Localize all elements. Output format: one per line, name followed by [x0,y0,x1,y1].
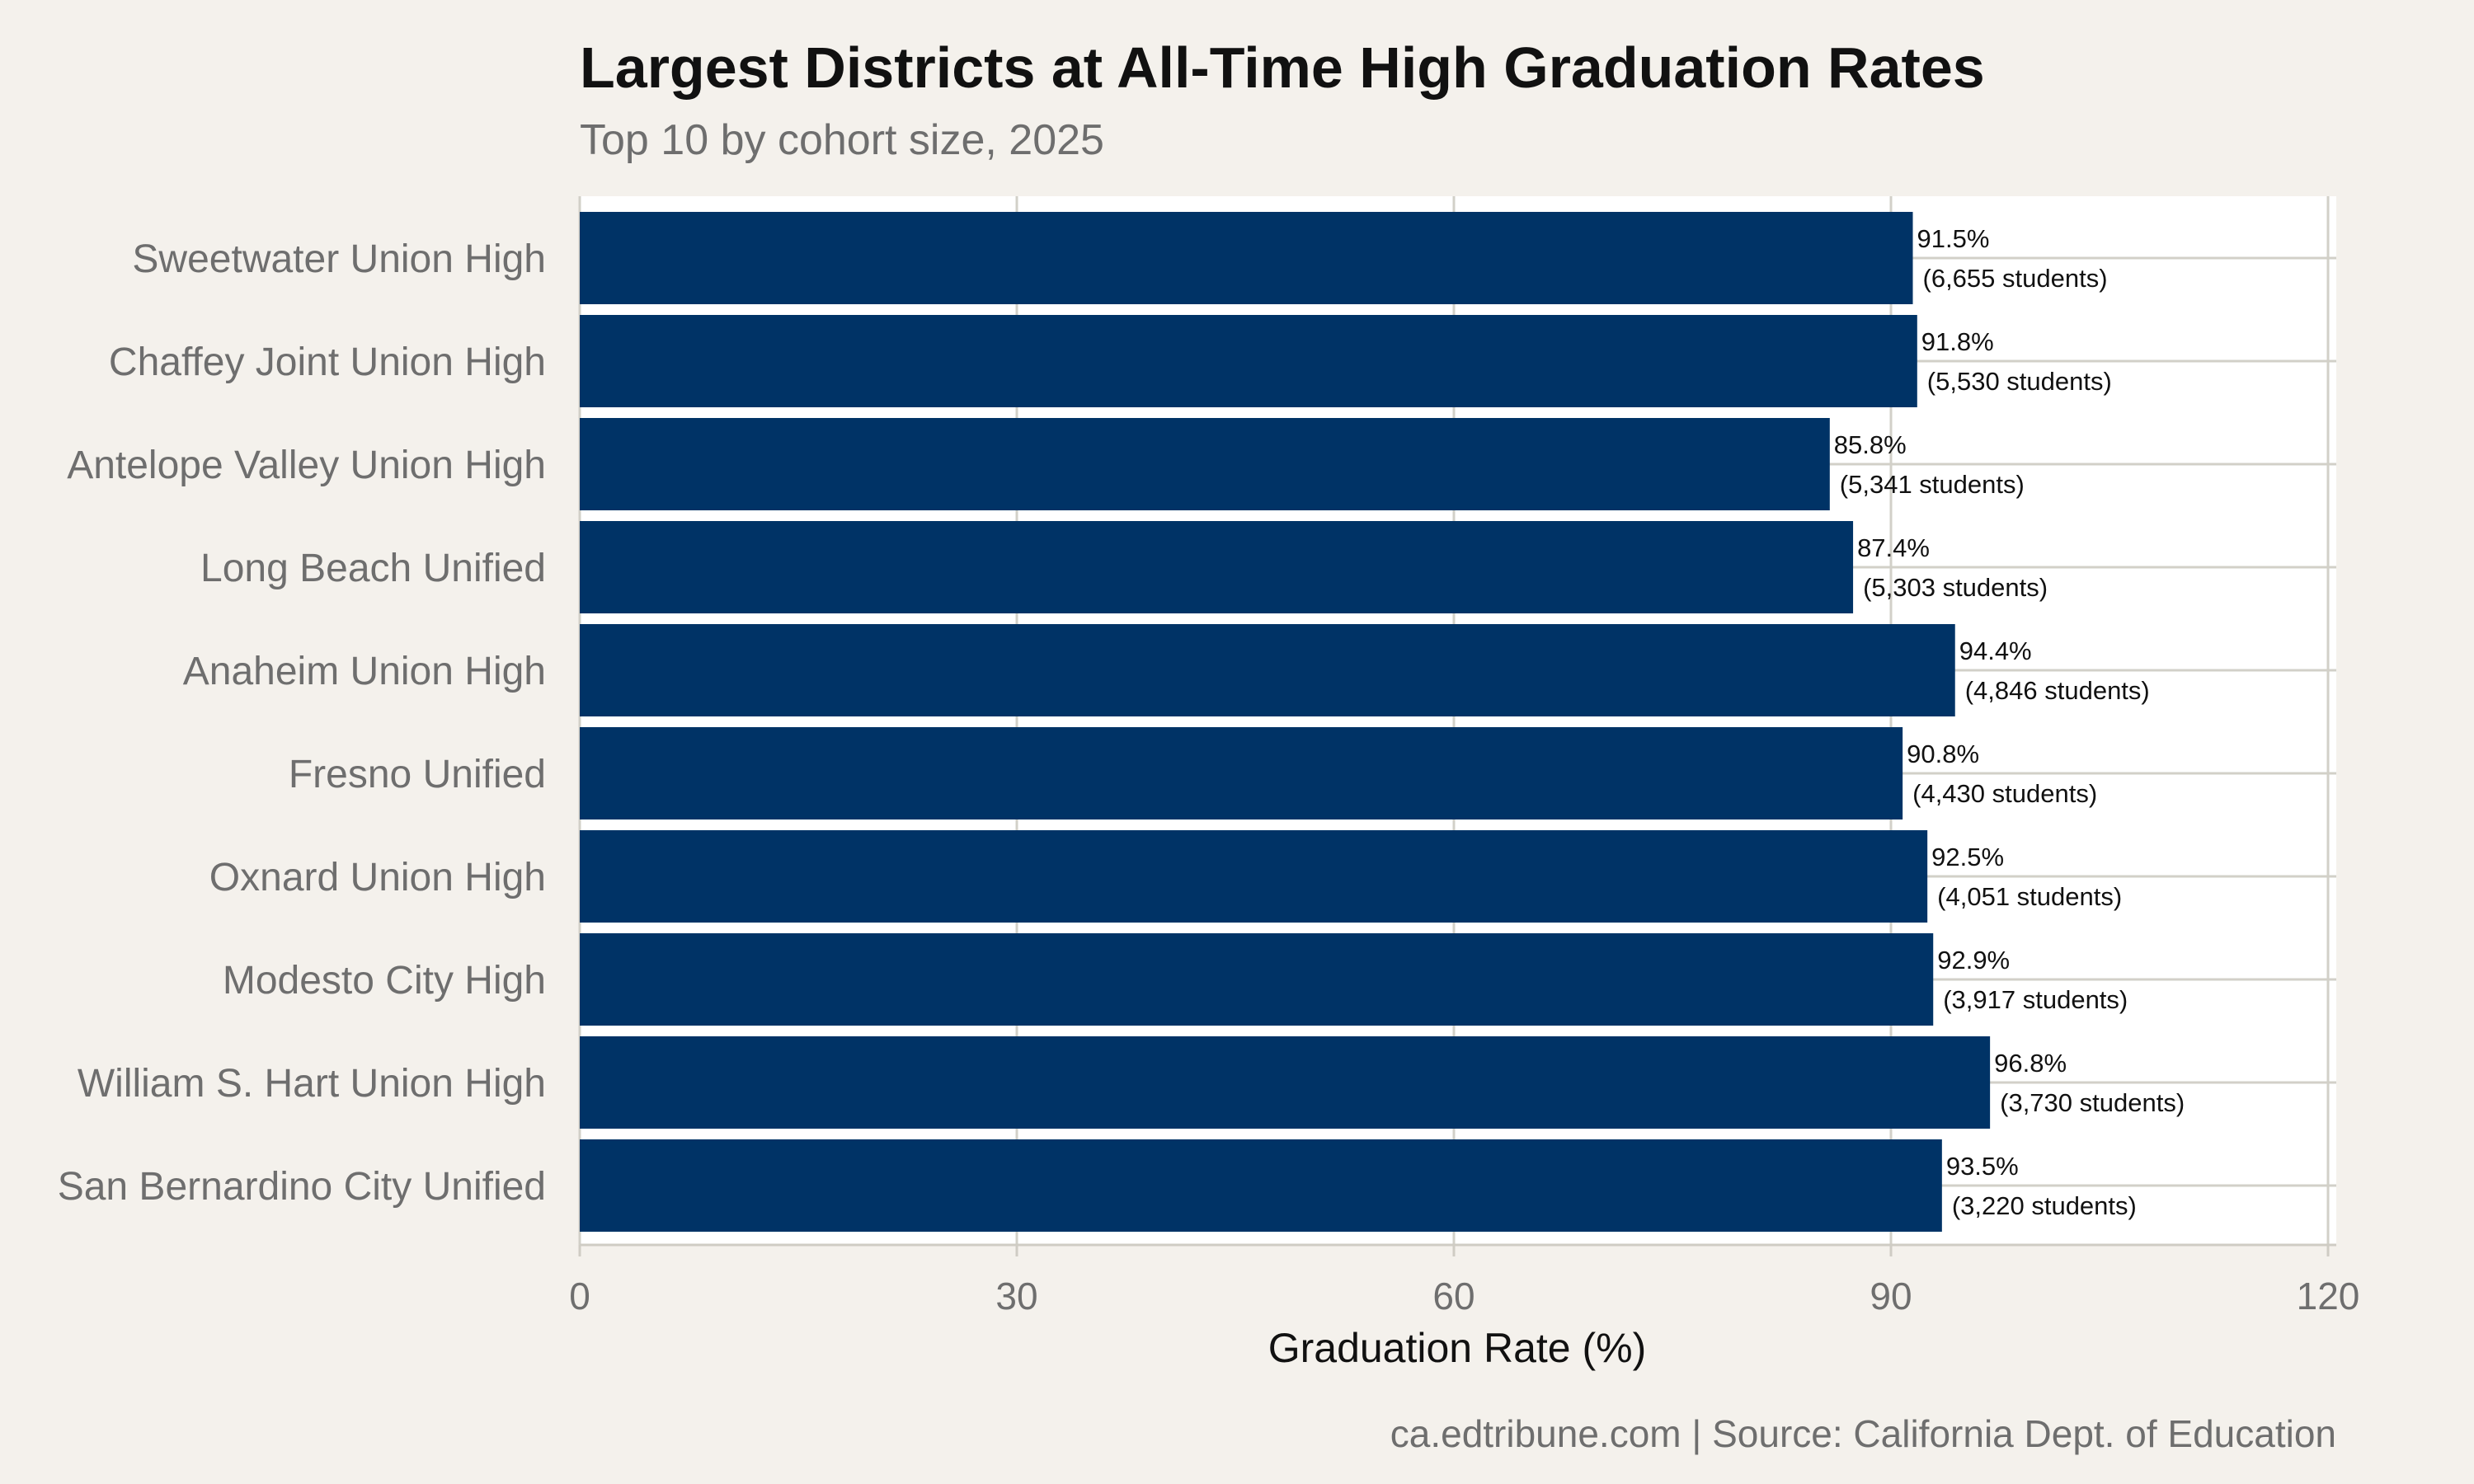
bar-9 [580,1139,1942,1232]
bar-3 [580,521,1854,613]
bar-students-label-2: (5,341 students) [1840,470,2025,499]
category-label-0: Sweetwater Union High [132,237,546,281]
x-tick-label-1: 30 [995,1275,1037,1317]
bar-students-label-1: (5,530 students) [1927,367,2112,396]
bar-students-label-7: (3,917 students) [1943,985,2128,1014]
bar-0 [580,212,1913,304]
x-tick-label-4: 120 [2297,1275,2360,1317]
category-label-9: San Bernardino City Unified [58,1165,546,1209]
x-axis-ticks: 0 30 60 90 120 [569,1245,2359,1317]
x-tick-label-3: 90 [1870,1275,1912,1317]
bar-1 [580,315,1917,407]
category-label-2: Antelope Valley Union High [67,444,546,487]
category-label-6: Oxnard Union High [209,856,546,899]
bar-value-label-9: 93.5% [1946,1152,2019,1181]
chart-title: Largest Districts at All-Time High Gradu… [580,35,1985,100]
category-labels: Sweetwater Union High Chaffey Joint Union… [58,237,546,1209]
bar-students-label-6: (4,051 students) [1937,882,2122,911]
bar-4 [580,624,1955,716]
bar-value-label-4: 94.4% [1959,636,2032,665]
bar-students-label-5: (4,430 students) [1912,779,2097,808]
bar-8 [580,1036,1991,1129]
bar-value-label-7: 92.9% [1937,946,2010,974]
bar-students-label-3: (5,303 students) [1863,573,2048,602]
bar-value-label-0: 91.5% [1917,224,1990,253]
bars [580,212,1991,1232]
bar-value-label-5: 90.8% [1907,740,1979,768]
bar-value-label-6: 92.5% [1931,843,2004,871]
x-tick-label-2: 60 [1432,1275,1475,1317]
bar-value-label-3: 87.4% [1857,533,1930,562]
bar-students-label-0: (6,655 students) [1923,264,2108,293]
chart-subtitle: Top 10 by cohort size, 2025 [580,116,1104,164]
bar-6 [580,830,1928,923]
category-label-7: Modesto City High [223,959,546,1003]
category-label-8: William S. Hart Union High [78,1062,546,1106]
bar-2 [580,418,1830,510]
x-axis-title: Graduation Rate (%) [1268,1325,1647,1371]
category-label-1: Chaffey Joint Union High [109,340,546,384]
bar-5 [580,727,1903,819]
category-label-5: Fresno Unified [289,753,546,796]
x-tick-label-0: 0 [569,1275,590,1317]
bar-value-label-8: 96.8% [1994,1049,2067,1078]
data-labels: 91.5% (6,655 students) 91.8% (5,530 student… [1834,224,2185,1220]
bar-students-label-8: (3,730 students) [2000,1088,2185,1117]
bar-7 [580,933,1934,1026]
source-caption: ca.edtribune.com | Source: California De… [1390,1412,2336,1455]
category-label-4: Anaheim Union High [183,650,546,693]
category-label-3: Long Beach Unified [200,547,546,590]
bar-students-label-9: (3,220 students) [1952,1191,2137,1220]
bar-students-label-4: (4,846 students) [1965,676,2150,705]
bar-value-label-1: 91.8% [1921,327,1994,356]
bar-value-label-2: 85.8% [1834,430,1907,459]
